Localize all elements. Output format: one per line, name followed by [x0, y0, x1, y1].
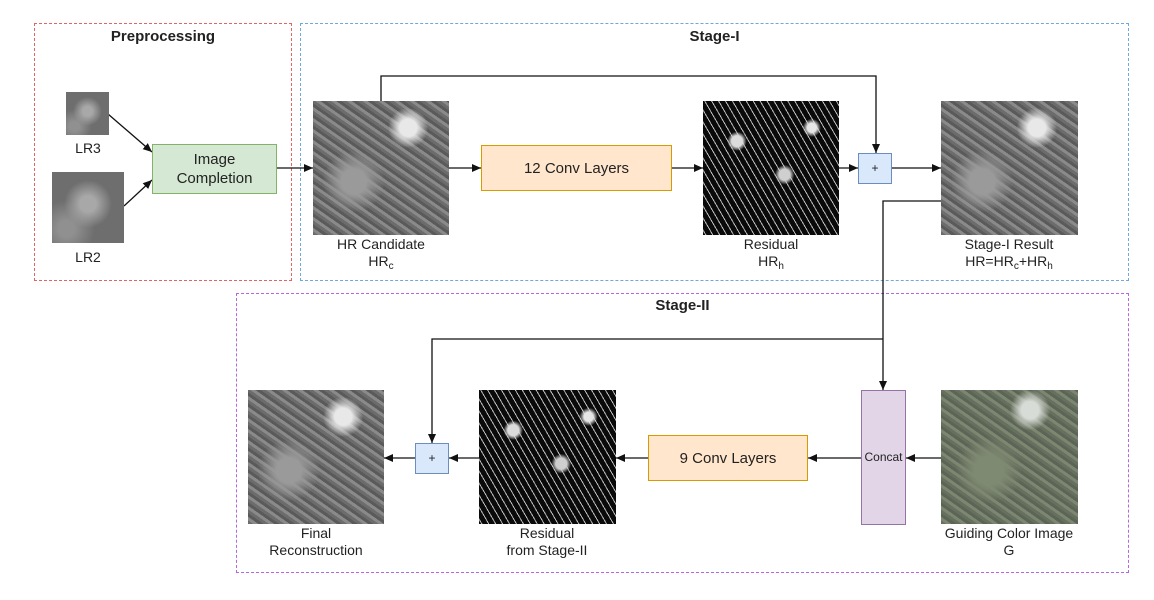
guiding-color-image [941, 390, 1078, 524]
stage1-result-formula: HR=HRc+HRh [929, 253, 1089, 272]
add-node-stage2: + [415, 443, 449, 474]
guiding-color-label: Guiding Color Image G [919, 525, 1099, 559]
guiding-color-line2: G [1003, 542, 1015, 558]
formula-part1: HR=HR [965, 253, 1014, 269]
lr3-image [66, 92, 109, 135]
add-node-stage2-label: + [428, 451, 436, 465]
residual-stage2-line1: Residual [519, 525, 575, 541]
conv-12-label: 12 Conv Layers [523, 159, 630, 177]
preprocessing-panel [34, 23, 292, 281]
residual-stage2-line2: from Stage-II [506, 542, 588, 558]
arrow-lr2-to-completion [123, 179, 153, 207]
image-completion-line1: Image [193, 151, 236, 168]
stage1-title: Stage-I [689, 28, 740, 45]
conv-9-label: 9 Conv Layers [679, 449, 777, 467]
formula-sub1: c [1013, 261, 1019, 272]
residual-hr-line2: HRh [691, 253, 851, 272]
lr3-label: LR3 [75, 140, 101, 156]
lr2-image [52, 172, 124, 243]
stage2-title: Stage-II [655, 297, 710, 314]
residual-hr-sub: h [778, 261, 784, 272]
stage1-panel [300, 23, 1129, 281]
arrow-lr3-to-completion [107, 113, 153, 153]
residual-hr-label: Residual HRh [691, 236, 851, 272]
stage2-panel [236, 293, 1129, 573]
stage1-result-label: Stage-I Result HR=HRc+HRh [929, 236, 1089, 272]
final-reconstruction-line1: Final [300, 525, 332, 541]
stage1-result-line1: Stage-I Result [964, 236, 1054, 252]
image-completion-box: Image Completion [152, 144, 277, 194]
hr-candidate-image [313, 101, 449, 235]
arrow-skip-to-plus1 [380, 75, 880, 153]
final-reconstruction-label: Final Reconstruction [236, 525, 396, 559]
residual-hr-line1: Residual [743, 236, 799, 252]
stage1-result-image [941, 101, 1078, 235]
conv-12-box: 12 Conv Layers [481, 145, 672, 191]
formula-part2: +HR [1018, 253, 1048, 269]
hr-candidate-line1: HR Candidate [337, 236, 425, 252]
conv-9-box: 9 Conv Layers [648, 435, 808, 481]
final-reconstruction-image [248, 390, 384, 524]
lr2-label: LR2 [75, 249, 101, 265]
formula-sub2: h [1047, 261, 1053, 272]
add-node-stage1-label: + [871, 161, 879, 175]
concat-box: Concat [861, 390, 906, 525]
arrow-result-to-concat [879, 200, 941, 390]
image-completion-line2: Completion [176, 170, 253, 187]
hr-candidate-sub: c [388, 261, 394, 272]
hr-candidate-label: HR Candidate HRc [301, 236, 461, 272]
residual-hr-image [703, 101, 839, 235]
preprocessing-title: Preprocessing [110, 28, 216, 45]
residual-stage2-image [479, 390, 616, 524]
arrow-result-to-plus2 [428, 338, 883, 443]
hr-candidate-hr: HR [368, 253, 389, 269]
final-reconstruction-line2: Reconstruction [269, 542, 363, 558]
residual-hr-hr: HR [758, 253, 779, 269]
add-node-stage1: + [858, 153, 892, 184]
concat-label: Concat [864, 450, 903, 464]
residual-stage2-label: Residual from Stage-II [467, 525, 627, 559]
guiding-color-line1: Guiding Color Image [944, 525, 1074, 541]
hr-candidate-line2: HRc [301, 253, 461, 272]
